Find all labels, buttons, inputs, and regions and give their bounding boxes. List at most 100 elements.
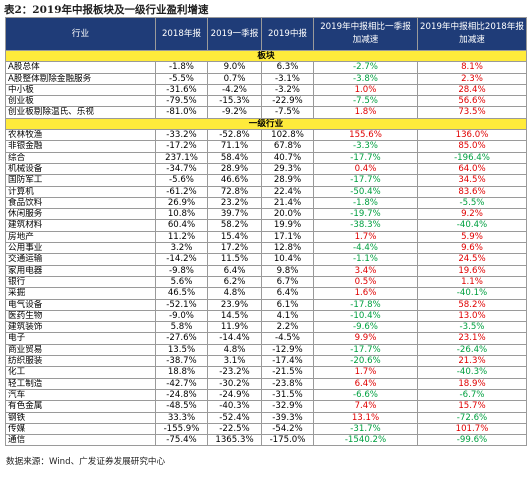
cell: 6.2% xyxy=(207,275,262,289)
cell: -5.5% xyxy=(155,72,208,85)
cell: -24.8% xyxy=(155,388,208,402)
cell: -17.2% xyxy=(155,140,208,153)
cell: -26.4% xyxy=(417,343,527,357)
cell: -99.6% xyxy=(417,434,527,447)
cell: -38.7% xyxy=(155,355,208,368)
cell: -42.7% xyxy=(155,377,208,390)
column-header: 2019中报 xyxy=(261,17,314,51)
cell: 46.6% xyxy=(207,174,262,187)
cell: 21.4% xyxy=(261,196,314,210)
table-row: 医药生物 -9.0% 14.5% 4.1% -10.4% 13.0% xyxy=(5,309,527,323)
cell: -9.6% xyxy=(313,321,418,334)
table-row: 中小板 -31.6% -4.2% -3.2% 1.0% 28.4% xyxy=(5,83,527,97)
table-row: 国防军工 -5.6% 46.6% 28.9% -17.7% 34.5% xyxy=(5,174,527,187)
cell: 9.8% xyxy=(261,264,314,277)
title: 表2：2019年中报板块及一级行业盈利增速 xyxy=(4,4,209,16)
cell: -72.6% xyxy=(417,411,527,424)
cell: -9.0% xyxy=(155,309,208,323)
cell: 56.6% xyxy=(417,95,527,108)
cell: -22.9% xyxy=(261,95,314,108)
cell: 29.3% xyxy=(261,162,314,176)
table-row: 房地产 11.2% 15.4% 17.1% 1.7% 5.9% xyxy=(5,230,527,244)
cell: -10.4% xyxy=(313,309,418,323)
cell: 4.8% xyxy=(207,287,262,300)
cell: -54.2% xyxy=(261,422,314,436)
cell: 8.1% xyxy=(417,61,527,74)
cell: 14.5% xyxy=(207,309,262,323)
table-row: 电气设备 -52.1% 23.9% 6.1% -17.8% 58.2% xyxy=(5,298,527,311)
table-row: 交通运输 -14.2% 11.5% 10.4% -1.1% 24.5% xyxy=(5,253,527,266)
row-label: 轻工制造 xyxy=(5,377,156,390)
cell: 67.8% xyxy=(261,140,314,153)
cell: -19.7% xyxy=(313,208,418,221)
cell: 102.8% xyxy=(261,129,314,142)
cell: 3.4% xyxy=(313,264,418,277)
cell: -9.2% xyxy=(207,106,262,119)
cell: 17.2% xyxy=(207,242,262,255)
cell: -17.8% xyxy=(313,298,418,311)
cell: 60.4% xyxy=(155,219,208,232)
table-row: 建筑装饰 5.8% 11.9% 2.2% -9.6% -3.5% xyxy=(5,321,527,334)
cell: 5.6% xyxy=(155,275,208,289)
table-row: 轻工制造 -42.7% -30.2% -23.8% 6.4% 18.9% xyxy=(5,377,527,390)
cell: 101.7% xyxy=(417,422,527,436)
row-label: 钢铁 xyxy=(5,411,156,424)
row-label: 非银金融 xyxy=(5,140,156,153)
cell: 3.2% xyxy=(155,242,208,255)
cell: -31.7% xyxy=(313,422,418,436)
cell: 11.2% xyxy=(155,230,208,244)
cell: -3.8% xyxy=(313,72,418,85)
row-label: 电子 xyxy=(5,332,156,345)
cell: -52.1% xyxy=(155,298,208,311)
cell: 13.5% xyxy=(155,343,208,357)
cell: -48.5% xyxy=(155,400,208,413)
section-row: 一级行业 xyxy=(5,117,527,131)
cell: 13.0% xyxy=(417,309,527,323)
table-row: 非银金融 -17.2% 71.1% 67.8% -3.3% 85.0% xyxy=(5,140,527,153)
cell: -20.6% xyxy=(313,355,418,368)
cell: 33.3% xyxy=(155,411,208,424)
cell: -15.3% xyxy=(207,95,262,108)
cell: -1.8% xyxy=(313,196,418,210)
cell: -40.3% xyxy=(417,366,527,379)
cell: -81.0% xyxy=(155,106,208,119)
row-label: 创业板 xyxy=(5,95,156,108)
table-row: 家用电器 -9.8% 6.4% 9.8% 3.4% 19.6% xyxy=(5,264,527,277)
cell: -196.4% xyxy=(417,151,527,164)
cell: -1.1% xyxy=(313,253,418,266)
cell: 18.9% xyxy=(417,377,527,390)
table-row: 商业贸易 13.5% 4.8% -12.9% -17.7% -26.4% xyxy=(5,343,527,357)
row-label: 传媒 xyxy=(5,422,156,436)
table-row: 银行 5.6% 6.2% 6.7% 0.5% 1.1% xyxy=(5,275,527,289)
cell: -40.4% xyxy=(417,219,527,232)
cell: -23.8% xyxy=(261,377,314,390)
cell: 26.9% xyxy=(155,196,208,210)
row-label: 商业贸易 xyxy=(5,343,156,357)
cell: -23.2% xyxy=(207,366,262,379)
cell: 15.7% xyxy=(417,400,527,413)
cell: 4.8% xyxy=(207,343,262,357)
cell: -175.0% xyxy=(261,434,314,447)
cell: 28.9% xyxy=(207,162,262,176)
cell: -39.3% xyxy=(261,411,314,424)
cell: 1365.3% xyxy=(207,434,262,447)
cell: -17.7% xyxy=(313,343,418,357)
table-row: 纺织服装 -38.7% 3.1% -17.4% -20.6% 21.3% xyxy=(5,355,527,368)
row-label: 医药生物 xyxy=(5,309,156,323)
cell: 7.4% xyxy=(313,400,418,413)
row-label: 创业板剔除温氏、乐视 xyxy=(5,106,156,119)
cell: -61.2% xyxy=(155,185,208,198)
row-label: A股整体剔除金融服务 xyxy=(5,72,156,85)
cell: 6.1% xyxy=(261,298,314,311)
row-label: 汽车 xyxy=(5,388,156,402)
cell: 1.0% xyxy=(313,83,418,97)
cell: 58.2% xyxy=(207,219,262,232)
table-row: 通信 -75.4% 1365.3% -175.0% -1540.2% -99.6% xyxy=(5,434,527,447)
cell: 21.3% xyxy=(417,355,527,368)
cell: 6.4% xyxy=(207,264,262,277)
cell: -38.3% xyxy=(313,219,418,232)
table-row: 公用事业 3.2% 17.2% 12.8% -4.4% 9.6% xyxy=(5,242,527,255)
column-header: 2018年报 xyxy=(155,17,208,51)
cell: 64.0% xyxy=(417,162,527,176)
row-label: A股总体 xyxy=(5,61,156,74)
